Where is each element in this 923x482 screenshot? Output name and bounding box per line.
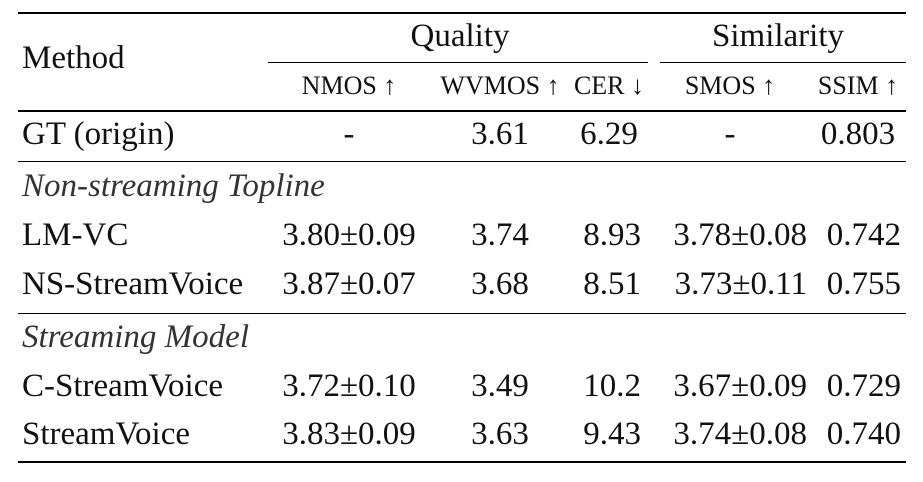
row-gt-nmos: - xyxy=(343,116,355,152)
row-nsstreamvoice-ssim: 0.755 xyxy=(826,266,901,302)
row-nsstreamvoice-nmos: 3.87±0.07 xyxy=(282,266,416,302)
row-lmvc-wvmos: 3.74 xyxy=(471,217,529,253)
row-streamvoice-ssim: 0.740 xyxy=(826,416,901,452)
section-rule-2 xyxy=(18,313,906,314)
row-lmvc-cer: 8.93 xyxy=(583,217,641,253)
row-lmvc-method: LM-VC xyxy=(22,217,129,253)
method-header: Method xyxy=(22,40,125,76)
row-gt-cer: 6.29 xyxy=(580,116,638,152)
row-cstreamvoice-ssim: 0.729 xyxy=(826,368,901,404)
row-cstreamvoice-wvmos: 3.49 xyxy=(471,368,529,404)
col-header-nmos: NMOS ↑ xyxy=(301,71,397,100)
quality-group-header: Quality xyxy=(410,18,510,54)
row-gt-method: GT (origin) xyxy=(22,116,175,152)
row-lmvc-smos: 3.78±0.08 xyxy=(673,217,807,253)
col-header-cer: CER ↓ xyxy=(573,71,645,100)
row-nsstreamvoice-smos: 3.73±0.11 xyxy=(674,266,807,302)
bottom-rule xyxy=(18,461,906,463)
header-rule xyxy=(18,110,906,112)
col-header-smos: SMOS ↑ xyxy=(684,71,776,100)
row-gt-smos: - xyxy=(724,116,736,152)
quality-cmidrule xyxy=(268,62,648,63)
row-cstreamvoice-method: C-StreamVoice xyxy=(22,368,224,404)
row-cstreamvoice-cer: 10.2 xyxy=(583,368,641,404)
top-rule xyxy=(18,12,906,14)
row-cstreamvoice-smos: 3.67±0.09 xyxy=(673,368,807,404)
row-lmvc-ssim: 0.742 xyxy=(826,217,901,253)
row-streamvoice-nmos: 3.83±0.09 xyxy=(282,416,416,452)
row-streamvoice-cer: 9.43 xyxy=(583,416,641,452)
row-nsstreamvoice-wvmos: 3.68 xyxy=(471,266,529,302)
similarity-cmidrule xyxy=(660,62,906,63)
section-rule-1 xyxy=(18,161,906,162)
row-nsstreamvoice-cer: 8.51 xyxy=(583,266,641,302)
row-cstreamvoice-nmos: 3.72±0.10 xyxy=(282,368,416,404)
section-title-streaming: Streaming Model xyxy=(22,319,249,355)
row-lmvc-nmos: 3.80±0.09 xyxy=(282,217,416,253)
row-gt-ssim: 0.803 xyxy=(820,116,896,152)
row-nsstreamvoice-method: NS-StreamVoice xyxy=(22,266,244,302)
row-gt-wvmos: 3.61 xyxy=(471,116,529,152)
row-streamvoice-smos: 3.74±0.08 xyxy=(673,416,807,452)
similarity-group-header: Similarity xyxy=(712,18,844,54)
row-streamvoice-wvmos: 3.63 xyxy=(471,416,529,452)
col-header-ssim: SSIM ↑ xyxy=(817,71,899,100)
row-streamvoice-method: StreamVoice xyxy=(22,416,191,452)
section-title-non-streaming: Non-streaming Topline xyxy=(22,168,325,204)
col-header-wvmos: WVMOS ↑ xyxy=(440,71,560,100)
